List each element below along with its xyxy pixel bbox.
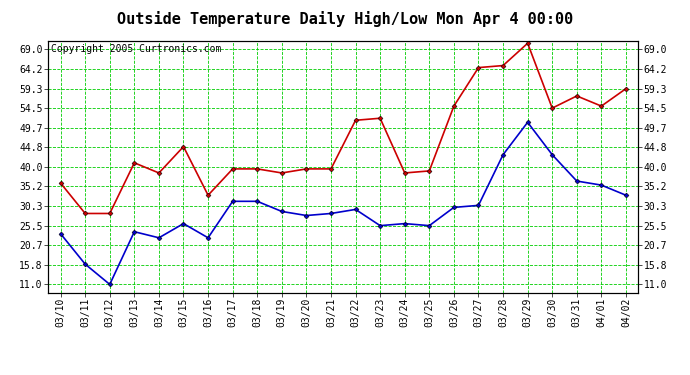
Text: Copyright 2005 Curtronics.com: Copyright 2005 Curtronics.com [51,44,221,54]
Text: Outside Temperature Daily High/Low Mon Apr 4 00:00: Outside Temperature Daily High/Low Mon A… [117,11,573,27]
